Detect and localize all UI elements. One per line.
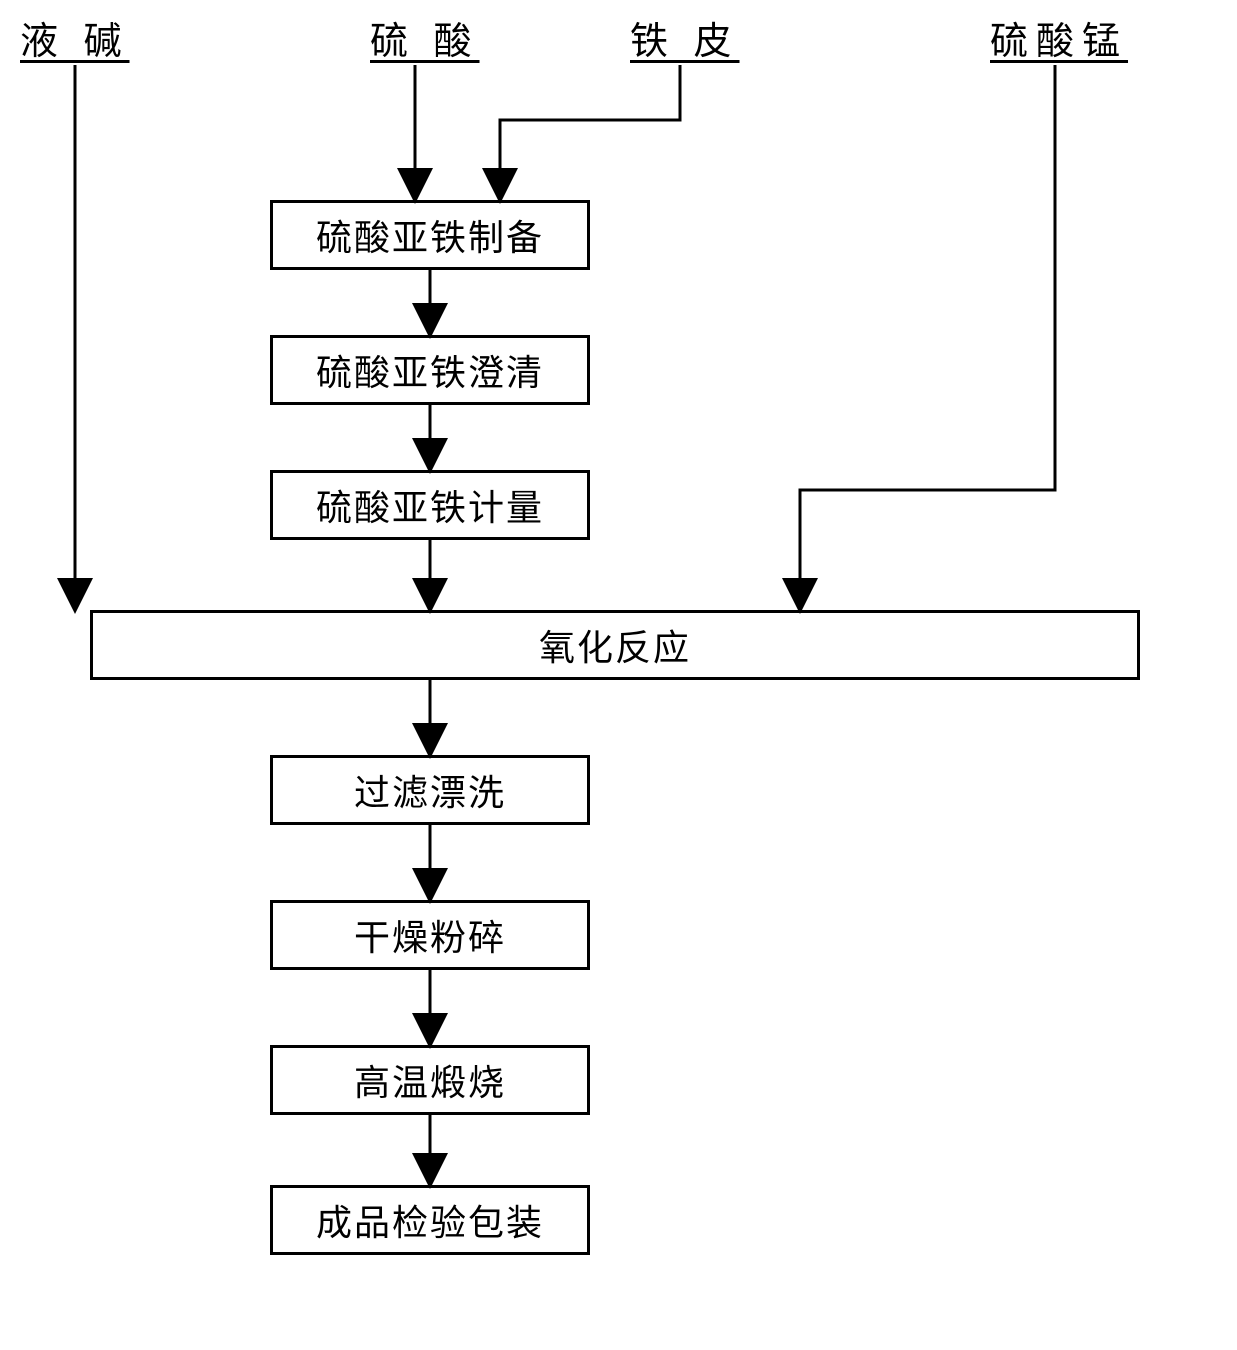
flowchart-connectors <box>0 0 1237 1350</box>
